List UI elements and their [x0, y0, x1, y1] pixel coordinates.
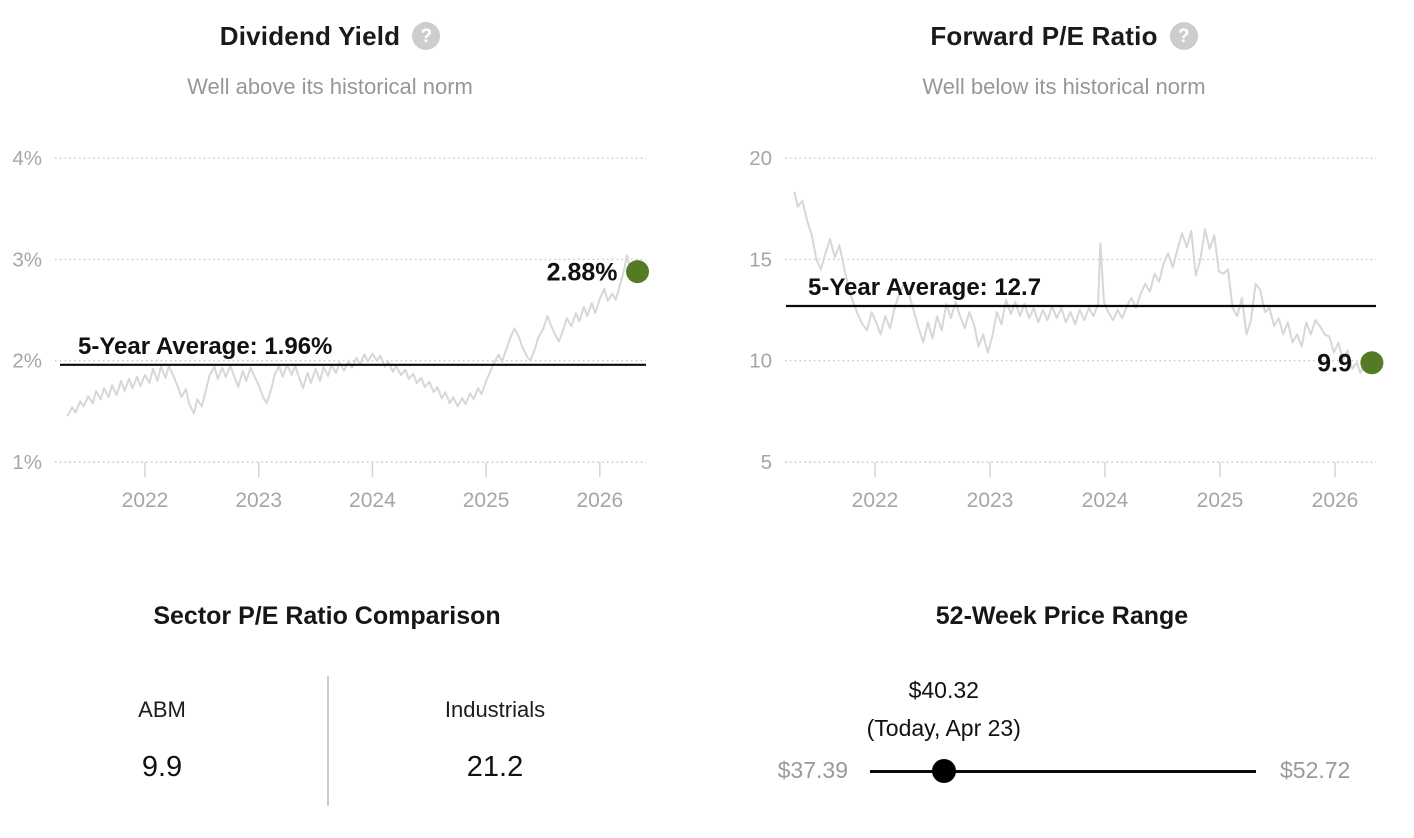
- svg-text:15: 15: [749, 248, 772, 271]
- svg-text:9.9: 9.9: [1317, 350, 1352, 378]
- today-price-label: $40.32: [908, 677, 979, 703]
- price-range-track: [870, 770, 1256, 773]
- current-price-dot: [931, 759, 956, 783]
- svg-text:2%: 2%: [12, 350, 42, 373]
- today-date-label: (Today, Apr 23): [866, 715, 1021, 741]
- forward-pe-header: Forward P/E Ratio ?: [707, 18, 1414, 54]
- svg-text:2022: 2022: [852, 489, 899, 512]
- svg-text:4%: 4%: [12, 147, 42, 170]
- svg-text:5-Year Average: 12.7: 5-Year Average: 12.7: [808, 274, 1041, 301]
- sector-pe-value: 21.2: [466, 751, 524, 783]
- svg-text:2024: 2024: [1082, 489, 1129, 512]
- svg-text:5: 5: [761, 451, 772, 474]
- svg-text:5-Year Average: 1.96%: 5-Year Average: 1.96%: [78, 333, 332, 360]
- svg-text:2026: 2026: [1312, 489, 1359, 512]
- svg-text:2025: 2025: [463, 489, 510, 512]
- svg-text:2.88%: 2.88%: [547, 259, 618, 287]
- sector-label: Industrials: [444, 697, 546, 722]
- svg-text:2023: 2023: [235, 489, 282, 512]
- forward-pe-subtitle: Well below its historical norm: [922, 74, 1206, 99]
- svg-text:1%: 1%: [12, 451, 42, 474]
- svg-text:20: 20: [749, 147, 772, 170]
- range-min-label: $37.39: [777, 757, 848, 783]
- dividend-yield-subtitle: Well above its historical norm: [187, 74, 473, 99]
- forward-pe-title: Forward P/E Ratio: [930, 20, 1158, 51]
- range-max-label: $52.72: [1280, 757, 1351, 783]
- svg-text:2023: 2023: [967, 489, 1014, 512]
- valuation-charts: 4% 3% 2% 1% 2022 2023 2024 2025 2026 5-Year Avera…: [12, 147, 1384, 512]
- company-ticker-label: ABM: [138, 697, 186, 722]
- price-range-title: 52-Week Price Range: [935, 602, 1189, 630]
- dividend-yield-title: Dividend Yield: [219, 20, 401, 51]
- comparison-divider: [327, 676, 329, 806]
- help-icon[interactable]: ?: [1169, 22, 1198, 50]
- dividend-yield-header: Dividend Yield ?: [0, 18, 660, 54]
- help-icon[interactable]: ?: [412, 22, 441, 50]
- svg-text:2025: 2025: [1197, 489, 1244, 512]
- svg-text:2022: 2022: [122, 489, 169, 512]
- svg-text:2026: 2026: [576, 489, 623, 512]
- company-pe-value: 9.9: [141, 751, 183, 783]
- svg-text:10: 10: [749, 350, 772, 373]
- svg-text:2024: 2024: [349, 489, 396, 512]
- svg-text:3%: 3%: [12, 248, 42, 271]
- sector-comparison-title: Sector P/E Ratio Comparison: [153, 602, 501, 630]
